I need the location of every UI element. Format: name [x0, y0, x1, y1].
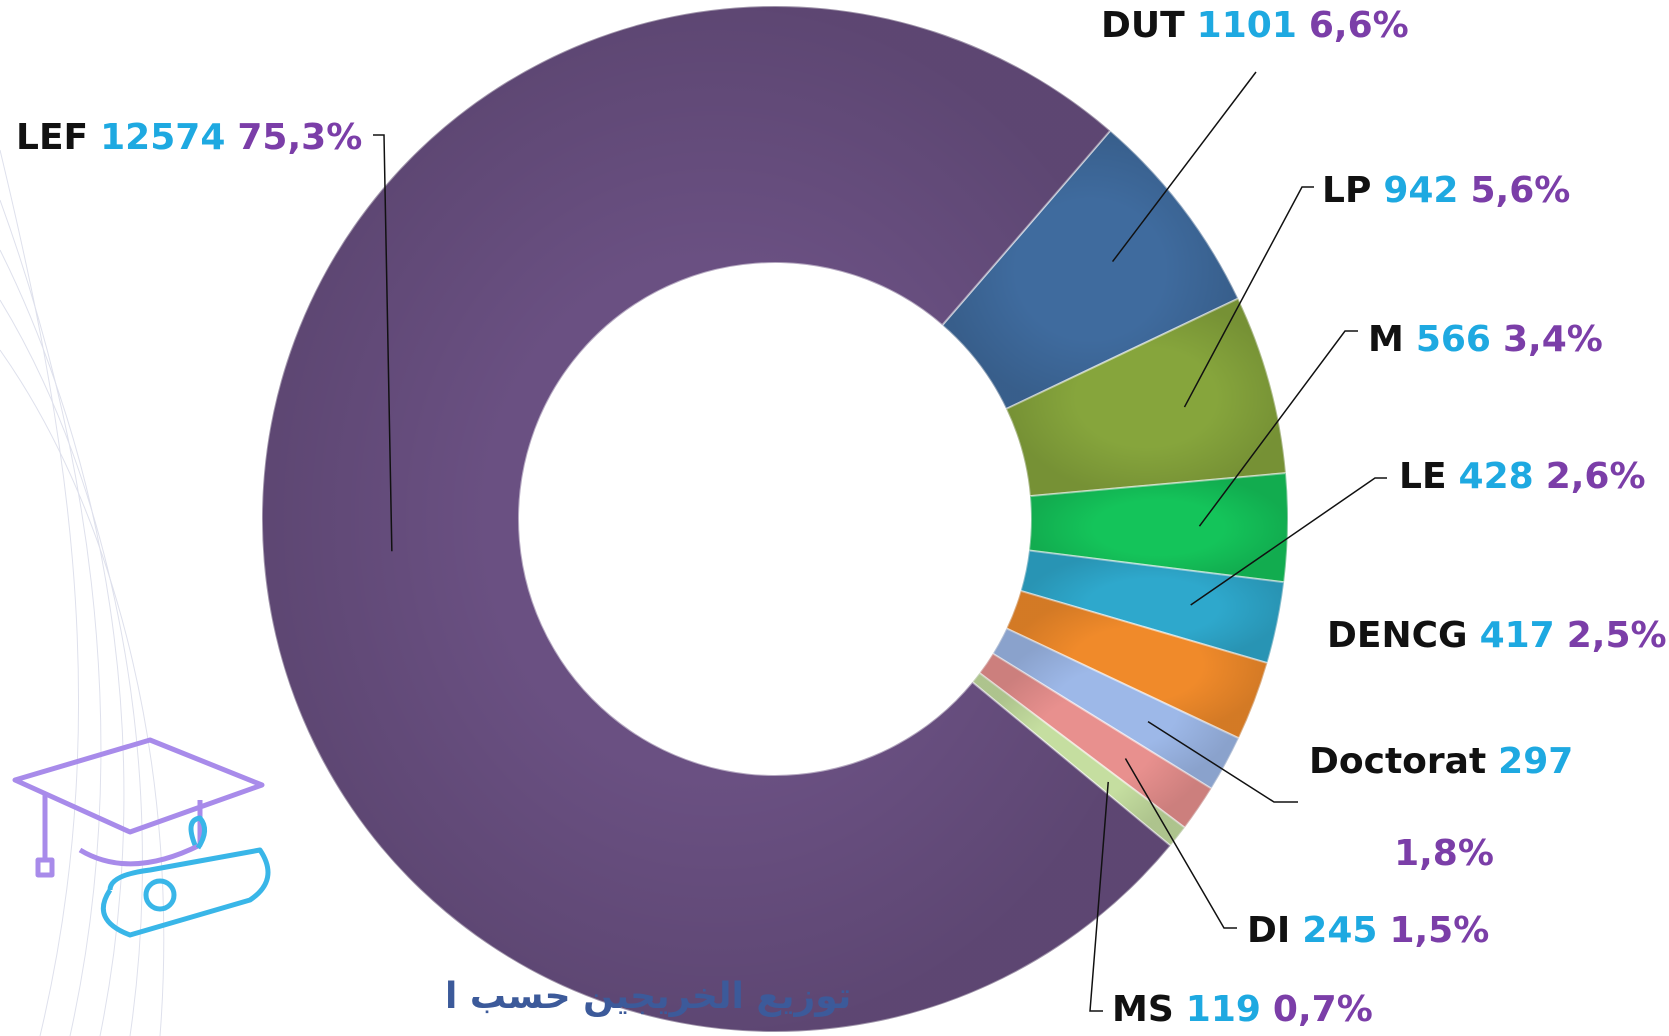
leader-line	[1111, 71, 1257, 263]
data-label: DUT 1101 6,6%	[1101, 5, 1409, 46]
leader-line	[1198, 330, 1358, 527]
category-label: DUT	[1101, 5, 1185, 46]
percent-label: 6,6%	[1309, 5, 1409, 46]
category-label: LP	[1322, 170, 1371, 211]
data-label: DENCG 417 2,5%	[1327, 615, 1667, 656]
percent-label: 2,5%	[1567, 615, 1667, 656]
leader-line	[1190, 477, 1387, 606]
value-label: 566	[1416, 319, 1491, 360]
value-label: 942	[1383, 170, 1458, 211]
category-label: MS	[1112, 989, 1174, 1030]
category-label: LEF	[16, 117, 88, 158]
category-label: M	[1368, 319, 1404, 360]
value-label: 12574	[100, 117, 225, 158]
value-label: 119	[1186, 989, 1261, 1030]
category-label: Doctorat	[1309, 741, 1486, 782]
leader-line	[1147, 720, 1298, 803]
category-label: DENCG	[1327, 615, 1468, 656]
data-label: M 566 3,4%	[1368, 319, 1603, 360]
value-label: 428	[1459, 456, 1534, 497]
percent-label: 3,4%	[1503, 319, 1603, 360]
percent-label: 1,5%	[1389, 910, 1489, 951]
category-label: LE	[1399, 456, 1447, 497]
chart-title: توزيع الخريجين حسب ا	[445, 976, 851, 1017]
data-label: Doctorat 297	[1309, 741, 1573, 782]
percent-label: 0,7%	[1273, 989, 1373, 1030]
leader-line	[1089, 781, 1109, 1012]
donut	[261, 5, 1289, 1034]
data-label: DI 245 1,5%	[1247, 910, 1489, 951]
data-label: LEF 12574 75,3%	[16, 117, 362, 158]
labels: DUT 1101 6,6% LP 942 5,6% M 566 3,4% LE 428 2,6% DEN…	[16, 5, 1667, 1030]
percent-label: 5,6%	[1470, 170, 1570, 211]
data-label: MS 119 0,7%	[1112, 989, 1373, 1030]
percent-label: 1,8%	[1394, 833, 1494, 874]
value-label: 1101	[1197, 5, 1297, 46]
data-label: LP 942 5,6%	[1322, 170, 1570, 211]
leader-line	[373, 134, 393, 552]
leader-line	[1124, 758, 1237, 929]
value-label: 417	[1480, 615, 1555, 656]
percent-label: 75,3%	[237, 117, 362, 158]
value-label: 245	[1302, 910, 1377, 951]
data-label: LE 428 2,6%	[1399, 456, 1646, 497]
leader-lines	[373, 71, 1387, 1012]
leader-line	[1183, 186, 1314, 408]
category-label: DI	[1247, 910, 1290, 951]
percent-label: 2,6%	[1546, 456, 1646, 497]
value-label: 297	[1498, 741, 1573, 782]
background-curves	[0, 149, 165, 1036]
